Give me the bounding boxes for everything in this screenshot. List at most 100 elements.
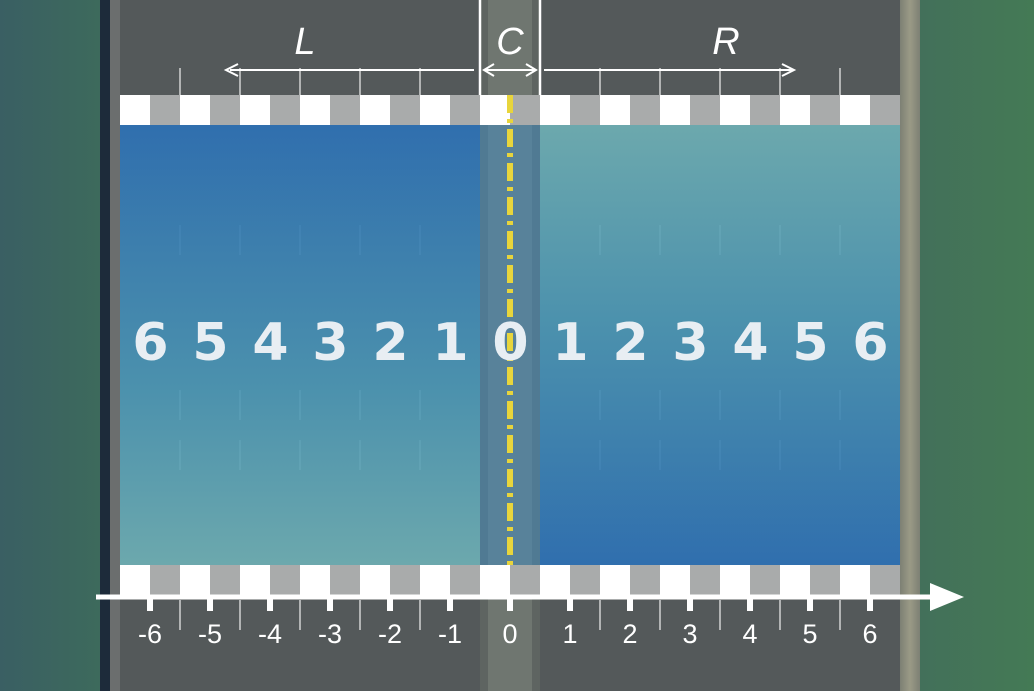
checker-square (600, 95, 630, 125)
lane-number: 5 (792, 313, 828, 373)
region-label-center: C (496, 21, 524, 63)
checker-square (630, 565, 660, 595)
checker-square (690, 565, 720, 595)
checker-square (540, 565, 570, 595)
lane-number: 6 (132, 313, 168, 373)
axis-tick (807, 597, 813, 611)
centerline-yellow (507, 95, 513, 570)
checker-square (450, 565, 480, 595)
checker-square (180, 565, 210, 595)
lane-number: 3 (312, 313, 348, 373)
lane-dash (179, 68, 181, 98)
checker-square (420, 95, 450, 125)
lane-dash (239, 68, 241, 98)
lane-number: 1 (432, 313, 468, 373)
axis-tick (147, 597, 153, 611)
axis-tick-label: -5 (197, 619, 222, 649)
grass-left (0, 0, 100, 691)
lane-dash (779, 68, 781, 98)
checker-square (510, 95, 540, 125)
checker-square (450, 95, 480, 125)
lane-dash (239, 600, 241, 630)
axis-tick (387, 597, 393, 611)
left-lanes-overlay (120, 125, 480, 565)
checker-square (690, 95, 720, 125)
lane-dash (359, 600, 361, 630)
axis-tick (627, 597, 633, 611)
checker-square (810, 95, 840, 125)
checker-square (360, 565, 390, 595)
checker-square (720, 95, 750, 125)
checker-square (150, 565, 180, 595)
checker-square (120, 565, 150, 595)
lane-dash (599, 68, 601, 98)
checker-square (840, 95, 870, 125)
checkered-band-bottom (120, 565, 900, 595)
lane-dash (839, 68, 841, 98)
axis-tick-label: 0 (502, 619, 518, 649)
axis-tick (687, 597, 693, 611)
checker-square (870, 565, 900, 595)
right-lanes-overlay (540, 125, 900, 565)
lane-dash (659, 600, 661, 630)
checker-square (570, 95, 600, 125)
checker-square (480, 565, 510, 595)
lane-number: 2 (612, 313, 648, 373)
axis-tick-label: -6 (137, 619, 162, 649)
lane-number: 6 (852, 313, 888, 373)
lane-dash (599, 600, 601, 630)
lane-number: 3 (672, 313, 708, 373)
shoulder-right (900, 0, 920, 691)
checker-square (390, 565, 420, 595)
checker-square (600, 565, 630, 595)
checker-square (240, 95, 270, 125)
lane-dash (299, 68, 301, 98)
axis-tick (507, 597, 513, 611)
checker-square (390, 95, 420, 125)
checker-square (570, 565, 600, 595)
checker-square (330, 565, 360, 595)
checker-square (720, 565, 750, 595)
checker-square (120, 95, 150, 125)
axis-tick (207, 597, 213, 611)
checker-square (480, 95, 510, 125)
axis-tick (747, 597, 753, 611)
axis-tick-label: 1 (562, 619, 578, 649)
checker-square (780, 565, 810, 595)
double-arrow-icon (223, 63, 474, 77)
checker-square (360, 95, 390, 125)
axis-tick (867, 597, 873, 611)
lane-dash (419, 600, 421, 630)
lane-dash (719, 68, 721, 98)
lane-number: 1 (552, 313, 588, 373)
checkered-band-top (120, 95, 900, 125)
double-arrow-icon (482, 63, 538, 77)
axis-tick-label: -1 (437, 619, 462, 649)
lane-dash (299, 600, 301, 630)
checker-square (210, 565, 240, 595)
axis-tick-label: 2 (622, 619, 638, 649)
checker-square (180, 95, 210, 125)
lane-dash (179, 600, 181, 630)
road-edge-left (100, 0, 110, 691)
lane-dash (779, 600, 781, 630)
shoulder-left (110, 0, 120, 691)
checker-square (660, 565, 690, 595)
checker-square (300, 565, 330, 595)
checker-square (270, 565, 300, 595)
axis-tick (567, 597, 573, 611)
axis-tick-label: 5 (802, 619, 818, 649)
lane-dash (659, 68, 661, 98)
checker-square (780, 95, 810, 125)
axis-tick-label: -2 (377, 619, 402, 649)
right-arrow-icon (930, 583, 964, 611)
checker-square (870, 95, 900, 125)
lane-number: 4 (252, 313, 288, 373)
axis (96, 583, 964, 611)
axis-tick-label: 3 (682, 619, 698, 649)
checker-square (300, 95, 330, 125)
axis-tick (327, 597, 333, 611)
checker-square (270, 95, 300, 125)
